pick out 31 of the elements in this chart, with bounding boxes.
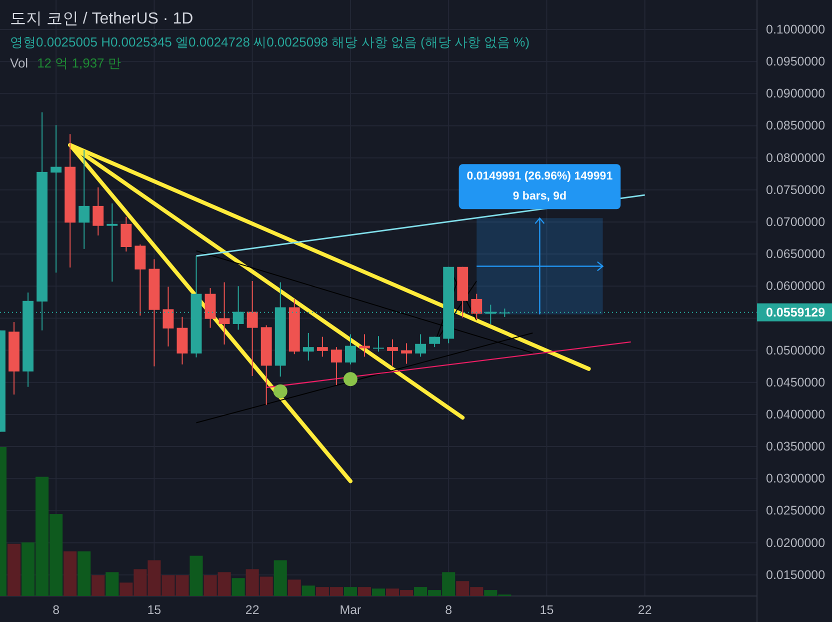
y-tick-label: 0.0350000	[766, 440, 826, 454]
y-tick-label: 0.0700000	[766, 214, 826, 229]
annotation: 9 bars, 9d	[512, 190, 567, 203]
x-tick-label: 8	[445, 603, 452, 617]
y-tick-label: 0.0450000	[766, 375, 826, 390]
y-tick-label: 0.0800000	[766, 150, 826, 165]
x-tick-label: 8	[52, 603, 60, 617]
annotation: 12 억 1,937 만	[37, 56, 121, 70]
text: 도지 코인 / TetherUS · 1D	[10, 10, 194, 28]
y-tick-label: 0.0400000	[766, 407, 826, 422]
y-tick-label: 0.0750000	[766, 182, 826, 197]
y-tick-label: 0.0200000	[766, 536, 826, 550]
y-tick-label: 0.0300000	[766, 472, 826, 486]
y-tick-label: 0.0950000	[766, 54, 826, 69]
text: 영형0.0025005 H0.0025345 엘0.0024728 씨0.0025098 해당 사항 없음 (해당 사항 없음 %)	[10, 34, 530, 50]
y-tick-label: 0.0650000	[766, 247, 826, 262]
x-tick-label: 15	[540, 603, 554, 617]
x-tick-label: 22	[245, 603, 260, 617]
y-tick-label: 0.0150000	[766, 568, 826, 582]
y-tick-label: 0.0500000	[766, 343, 826, 358]
x-tick-label: 22	[638, 603, 652, 617]
y-tick-label: 0.0250000	[766, 504, 826, 518]
ref-line-label: 0.0559129	[766, 305, 826, 320]
annotation: Vol	[10, 56, 28, 70]
y-tick-label: 0.1000000	[766, 22, 826, 37]
y-tick-label: 0.0900000	[766, 86, 826, 101]
x-tick-label: 15	[147, 603, 162, 617]
x-tick-label: Mar	[340, 603, 362, 617]
annotation: 0.0149991 (26.96%) 149991	[466, 170, 614, 183]
y-tick-label: 0.0850000	[766, 118, 826, 133]
y-tick-label: 0.0600000	[766, 279, 826, 294]
